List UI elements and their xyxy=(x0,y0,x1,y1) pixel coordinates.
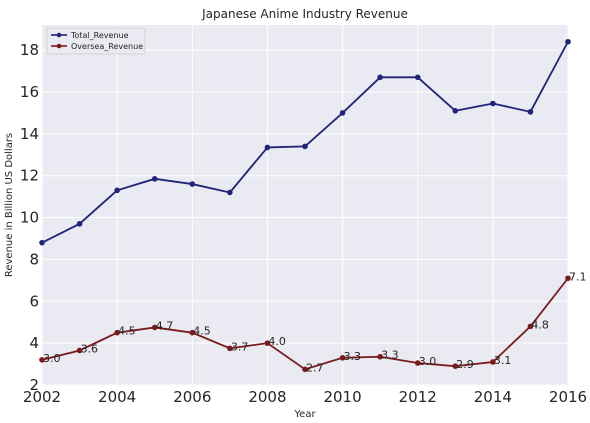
series-layer: 3.0 3.6 4.5 4.7 4.5 3.7 4.0 2.7 3.3 3.3 3.0 2.9 3.1 4… xyxy=(39,38,587,374)
data-label: 3.3 xyxy=(381,349,399,362)
data-point xyxy=(264,340,271,346)
data-point xyxy=(264,144,271,151)
data-point xyxy=(39,357,45,363)
data-point xyxy=(151,176,158,182)
data-point xyxy=(114,329,120,336)
data-point xyxy=(189,181,196,187)
data-point xyxy=(302,143,308,150)
legend-swatch-marker xyxy=(56,32,62,38)
y-tick-label: 4 xyxy=(29,334,39,352)
data-point xyxy=(76,221,83,227)
x-tick-label: 2008 xyxy=(248,388,286,406)
x-tick-label: 2016 xyxy=(549,388,587,406)
legend-swatch-marker xyxy=(56,43,62,49)
data-point xyxy=(414,74,421,81)
data-point xyxy=(452,363,459,369)
data-point xyxy=(490,100,496,107)
data-label: 7.1 xyxy=(569,270,587,283)
data-point xyxy=(339,354,346,361)
data-point xyxy=(114,187,120,194)
y-tick-label: 14 xyxy=(20,125,39,143)
data-label: 2.7 xyxy=(306,361,324,374)
data-point xyxy=(302,366,308,373)
data-point xyxy=(490,359,496,365)
data-point xyxy=(377,353,383,360)
grid xyxy=(41,25,569,386)
data-label: 3.0 xyxy=(43,352,61,365)
x-tick-label: 2010 xyxy=(323,388,361,406)
data-label: 4.5 xyxy=(193,325,211,338)
y-tick-label: 2 xyxy=(29,376,39,394)
data-point xyxy=(76,347,83,354)
data-label: 4.7 xyxy=(156,319,174,332)
legend-box xyxy=(46,27,146,55)
data-label: 3.7 xyxy=(231,340,249,353)
data-point xyxy=(39,239,45,246)
chart-title: Japanese Anime Industry Revenue xyxy=(201,7,408,21)
data-point xyxy=(565,38,571,45)
data-point xyxy=(565,275,571,282)
plot-background xyxy=(42,25,568,385)
data-point xyxy=(151,324,158,331)
data-label: 4.8 xyxy=(531,318,549,331)
data-label: 4.5 xyxy=(118,325,135,338)
data-label: 2.9 xyxy=(456,358,474,371)
y-tick-label: 6 xyxy=(29,292,39,310)
data-point xyxy=(227,189,233,196)
y-tick-label: 12 xyxy=(20,167,39,185)
data-point xyxy=(227,345,233,352)
ticks: 2002 2004 2006 2008 2010 2012 2014 2016 2 4 6 8 10 12… xyxy=(20,41,587,406)
y-tick-label: 10 xyxy=(20,209,39,227)
x-tick-label: 2012 xyxy=(399,388,437,406)
data-label: 3.1 xyxy=(494,354,512,367)
data-point xyxy=(527,323,534,330)
data-point xyxy=(452,108,459,114)
data-point xyxy=(377,74,383,81)
data-point xyxy=(189,329,196,336)
x-tick-label: 2004 xyxy=(98,388,136,406)
y-tick-label: 8 xyxy=(29,250,39,268)
y-axis-label: Revenue in Billion US Dollars xyxy=(4,133,15,277)
x-tick-label: 2006 xyxy=(173,388,211,406)
data-label: 4.0 xyxy=(268,335,286,348)
y-tick-label: 16 xyxy=(20,83,39,101)
data-label: 3.3 xyxy=(344,350,362,363)
x-tick-label: 2002 xyxy=(23,388,61,406)
legend: Total_Revenue Oversea_Revenue xyxy=(46,27,146,55)
y-tick-label: 18 xyxy=(20,41,39,59)
data-label: 3.6 xyxy=(81,342,99,355)
data-point xyxy=(414,360,421,366)
x-axis-label: Year xyxy=(293,409,316,420)
legend-label: Oversea_Revenue xyxy=(71,42,143,51)
data-label: 3.0 xyxy=(419,355,437,368)
x-tick-label: 2014 xyxy=(474,388,512,406)
data-point xyxy=(527,109,534,115)
legend-label: Total_Revenue xyxy=(70,31,129,40)
data-point xyxy=(339,110,346,116)
